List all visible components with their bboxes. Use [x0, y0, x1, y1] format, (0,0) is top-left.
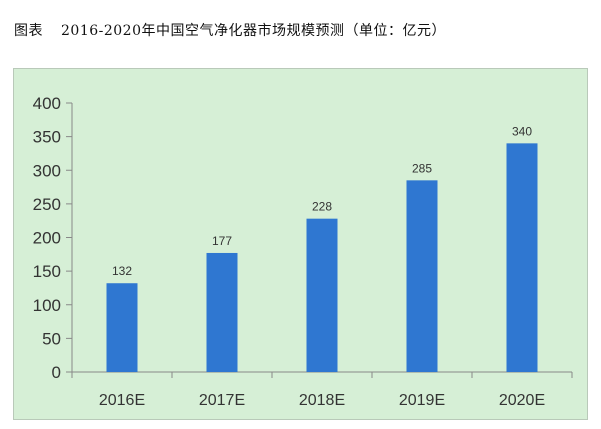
x-category-label: 2020E — [499, 392, 545, 409]
y-axis-ticks: 0 50 100 150 200 250 300 350 400 — [33, 94, 72, 382]
bar-2016E — [106, 283, 138, 372]
y-tick-label: 200 — [33, 229, 61, 248]
bar-2018E — [306, 218, 338, 372]
chart-title-text: 2016-2020年中国空气净化器市场规模预测（单位：亿元） — [61, 23, 446, 39]
chart-bars — [106, 143, 538, 372]
x-axis-labels: 2016E 2017E 2018E 2019E 2020E — [99, 392, 545, 409]
y-tick-label: 250 — [33, 195, 61, 214]
y-tick-label: 50 — [42, 329, 61, 348]
y-tick-label: 150 — [33, 262, 61, 281]
y-tick-label: 100 — [33, 296, 61, 315]
y-tick-label: 400 — [33, 94, 61, 113]
bar-2020E — [506, 143, 538, 372]
chart-title-prefix: 图表 — [14, 23, 43, 39]
data-label-2018E: 228 — [312, 200, 332, 214]
data-label-2020E: 340 — [512, 124, 532, 138]
bar-2017E — [206, 252, 238, 372]
y-tick-label: 300 — [33, 161, 61, 180]
x-category-label: 2019E — [399, 392, 445, 409]
bar-2019E — [406, 180, 438, 372]
x-category-label: 2017E — [199, 392, 245, 409]
x-category-label: 2018E — [299, 392, 345, 409]
y-tick-label: 0 — [52, 363, 61, 382]
data-label-2019E: 285 — [412, 161, 432, 175]
chart-title: 图表 2016-2020年中国空气净化器市场规模预测（单位：亿元） — [14, 20, 594, 42]
chart-data-labels: 132 177 228 285 340 — [112, 124, 532, 278]
data-label-2016E: 132 — [112, 264, 132, 278]
data-label-2017E: 177 — [212, 234, 232, 248]
x-category-label: 2016E — [99, 392, 145, 409]
y-tick-label: 350 — [33, 128, 61, 147]
